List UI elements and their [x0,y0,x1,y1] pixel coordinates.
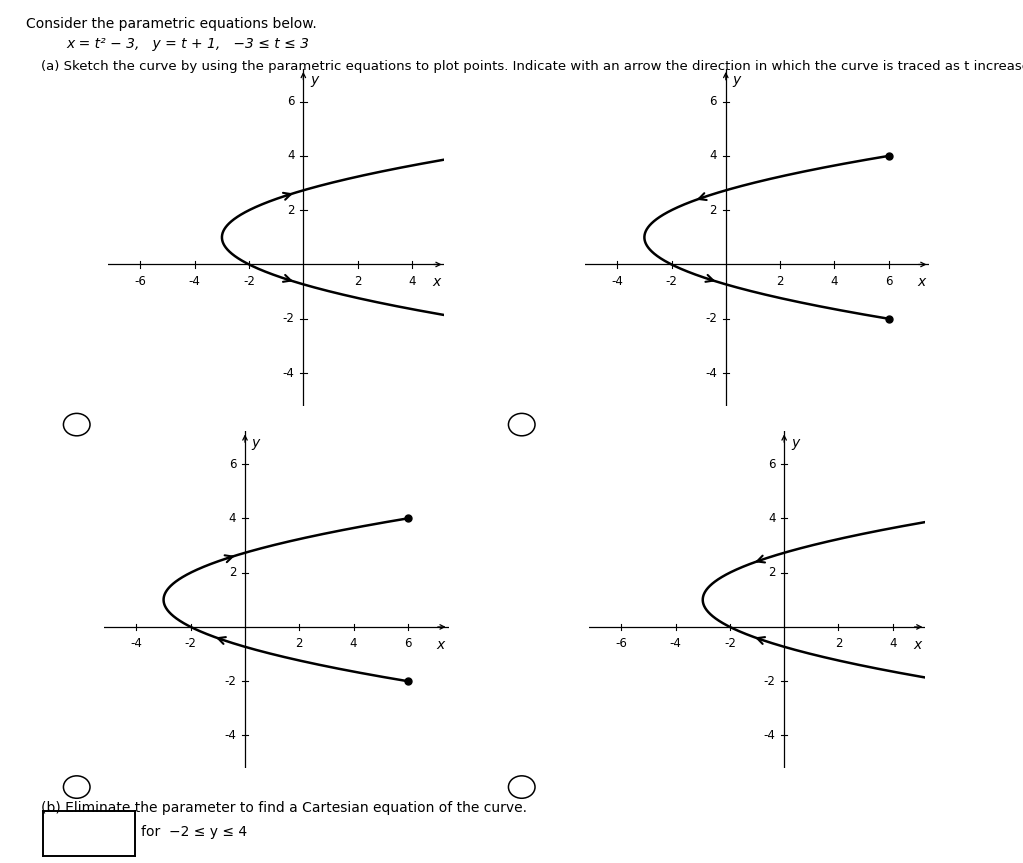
Text: -4: -4 [763,729,775,742]
Text: -4: -4 [224,729,236,742]
Text: -2: -2 [282,312,295,325]
Text: -2: -2 [705,312,717,325]
Text: 6: 6 [710,95,717,108]
Text: 6: 6 [768,457,775,470]
Text: 4: 4 [350,637,357,650]
Text: 2: 2 [296,637,303,650]
Text: x: x [432,275,441,289]
Text: 2: 2 [287,204,295,217]
Text: (a) Sketch the curve by using the parametric equations to plot points. Indicate : (a) Sketch the curve by using the parame… [41,60,1023,73]
Text: 6: 6 [287,95,295,108]
Text: (b) Eliminate the parameter to find a Cartesian equation of the curve.: (b) Eliminate the parameter to find a Ca… [41,801,527,815]
Text: 6: 6 [404,637,411,650]
Text: -4: -4 [705,367,717,380]
Text: -2: -2 [224,675,236,688]
Text: 4: 4 [768,512,775,525]
Text: -2: -2 [724,637,736,650]
Text: 4: 4 [710,149,717,162]
Text: x: x [913,638,922,652]
Text: -2: -2 [185,637,196,650]
Text: -6: -6 [135,274,146,287]
Text: x = t² − 3,   y = t + 1,   −3 ≤ t ≤ 3: x = t² − 3, y = t + 1, −3 ≤ t ≤ 3 [66,37,310,51]
Text: y: y [732,73,741,87]
Text: -4: -4 [670,637,681,650]
Text: y: y [252,436,260,450]
Text: 2: 2 [776,274,784,287]
Text: -4: -4 [282,367,295,380]
Text: 4: 4 [229,512,236,525]
Text: -2: -2 [666,274,677,287]
Text: 2: 2 [768,566,775,579]
Text: y: y [310,73,318,87]
Text: -4: -4 [131,637,142,650]
Text: -4: -4 [189,274,201,287]
Text: x: x [917,275,926,289]
Text: 2: 2 [229,566,236,579]
Text: -6: -6 [616,637,627,650]
Text: 2: 2 [835,637,842,650]
Text: -2: -2 [243,274,255,287]
Text: 4: 4 [408,274,415,287]
Text: y: y [791,436,799,450]
Text: x: x [436,638,445,652]
Text: 2: 2 [354,274,361,287]
Text: for  −2 ≤ y ≤ 4: for −2 ≤ y ≤ 4 [141,825,248,839]
Text: 4: 4 [287,149,295,162]
Text: Consider the parametric equations below.: Consider the parametric equations below. [26,17,316,31]
Text: -4: -4 [612,274,623,287]
Text: 2: 2 [710,204,717,217]
Text: -2: -2 [763,675,775,688]
Text: 6: 6 [229,457,236,470]
Text: 4: 4 [831,274,838,287]
Text: 4: 4 [889,637,896,650]
Text: 6: 6 [885,274,892,287]
